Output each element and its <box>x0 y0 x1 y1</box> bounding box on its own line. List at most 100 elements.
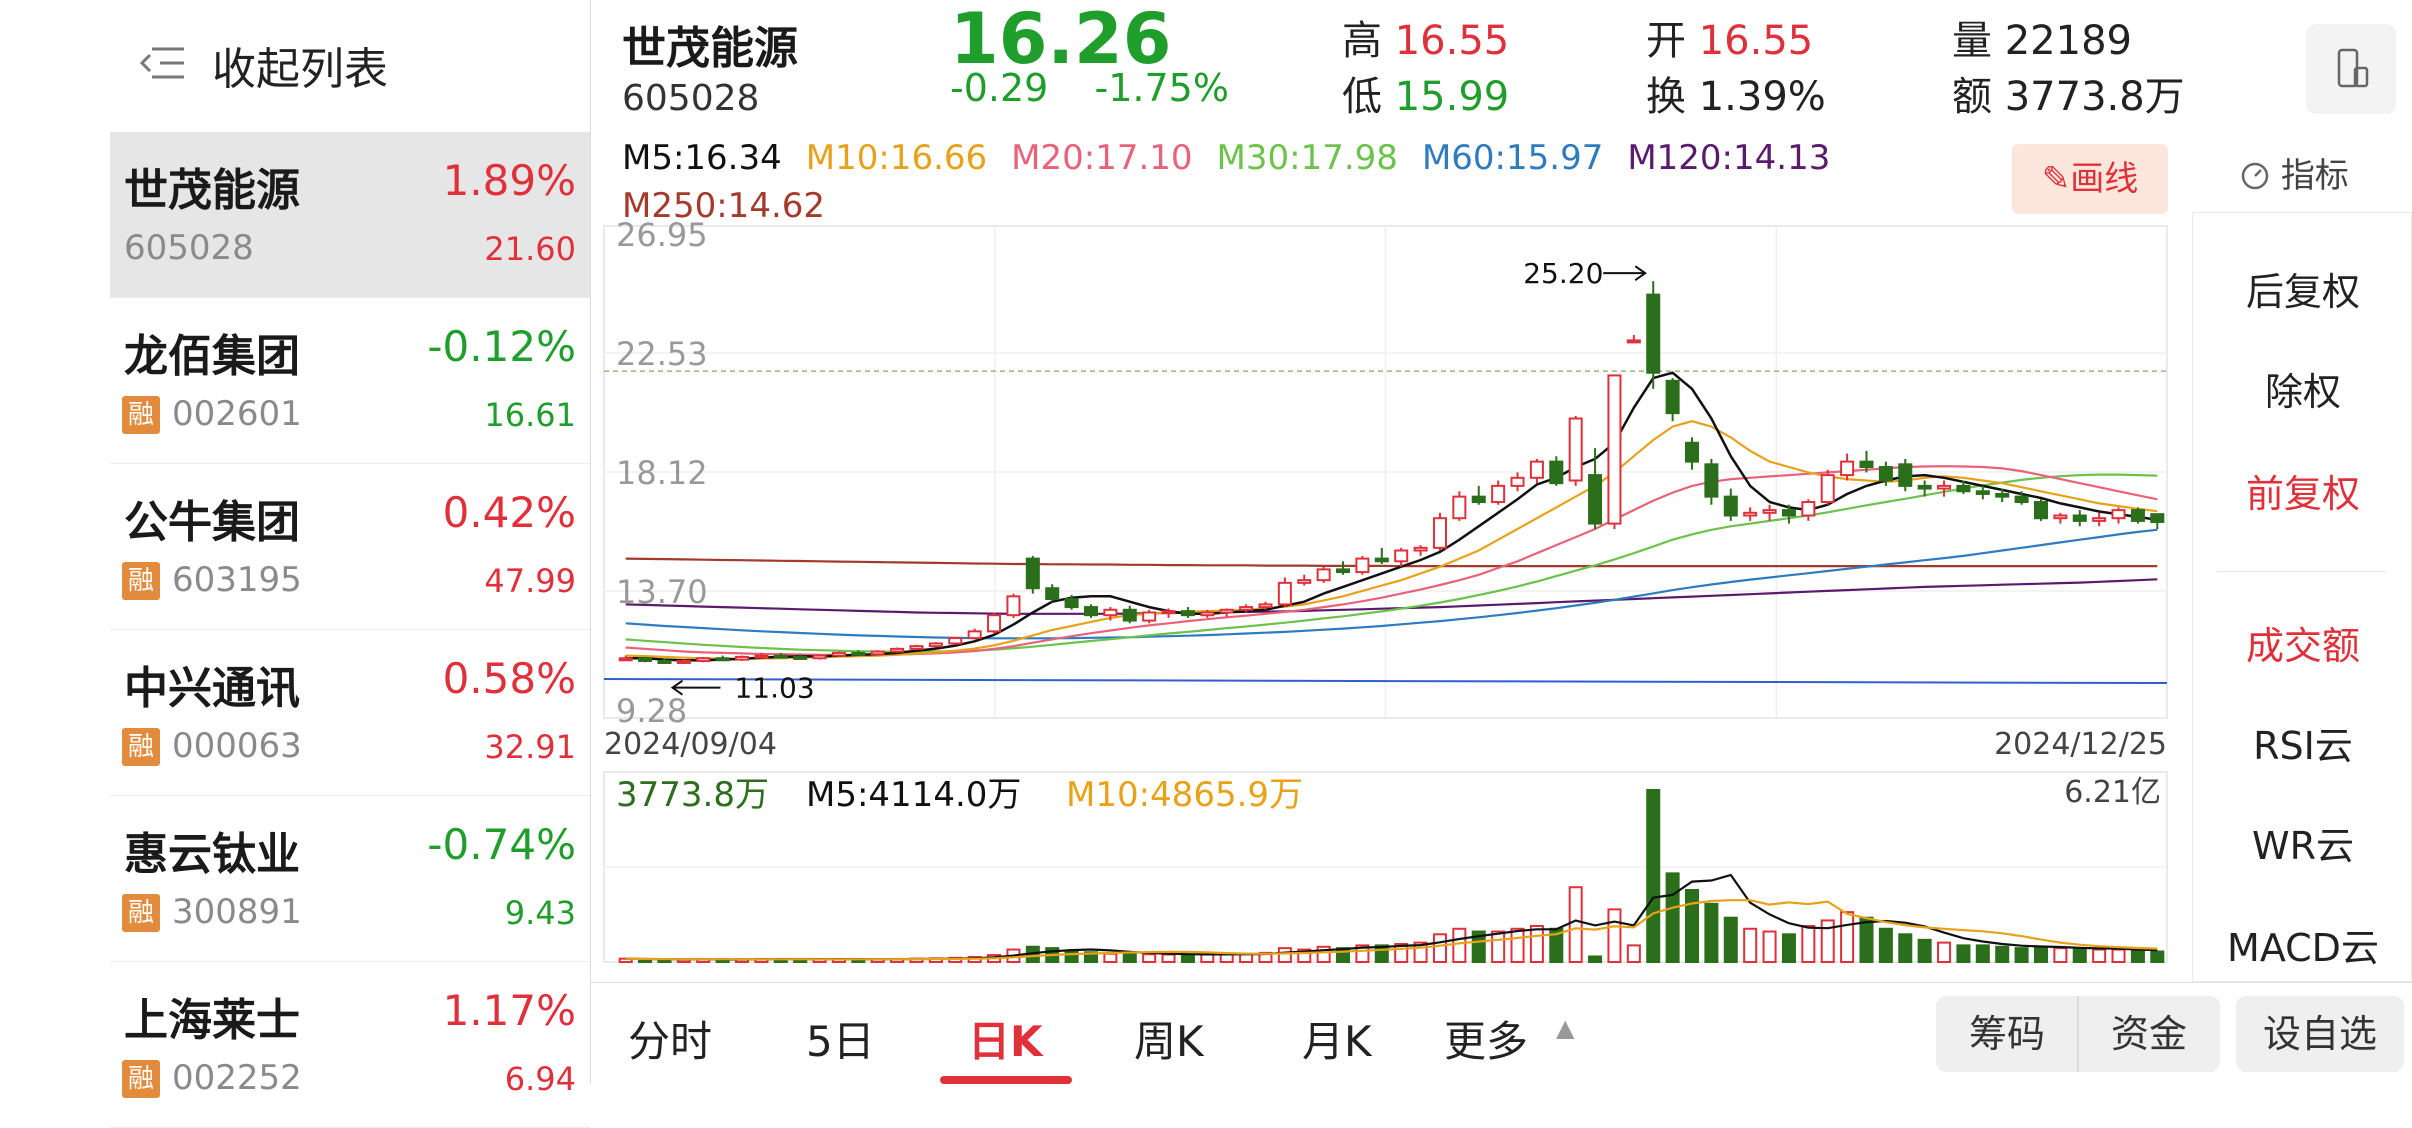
period-tab[interactable]: 日K <box>968 1017 1043 1066</box>
candle-up <box>1452 495 1467 520</box>
open-label: 开 <box>1646 18 1686 64</box>
candle-down <box>1684 441 1700 463</box>
chart-option[interactable]: WR云 <box>2252 824 2354 868</box>
funds-button[interactable]: 资金 <box>2077 996 2219 1072</box>
chart-option[interactable]: 后复权 <box>2245 270 2360 314</box>
price-axis-label: 26.95 <box>616 216 708 254</box>
stock-list-item[interactable]: 惠云钛业 -0.74% 融 300891 9.43 <box>110 796 590 962</box>
stock-item-name: 公牛集团 <box>124 497 300 548</box>
chart-option[interactable]: RSI云 <box>2253 724 2353 768</box>
candle-down <box>2072 514 2087 522</box>
stock-list-item[interactable]: 中兴通讯 0.58% 融 000063 32.91 <box>110 630 590 796</box>
volume-max-label: 6.21亿 <box>2064 775 2161 810</box>
chart-option[interactable]: 前复权 <box>2245 472 2360 516</box>
collapse-list-button[interactable]: 收起列表 <box>138 30 388 100</box>
stock-item-change: 1.17% <box>442 986 576 1035</box>
period-tabs <box>590 982 2412 1085</box>
turnover-quote: 换 1.39% <box>1646 64 1826 122</box>
margin-badge: 融 <box>122 894 160 932</box>
volume-bar <box>1975 944 1990 964</box>
volume-bar <box>2033 945 2048 963</box>
candle-up <box>948 637 963 645</box>
candle-down <box>1995 492 2010 498</box>
stock-list-item[interactable]: 世茂能源 1.89% 605028 21.60 <box>110 132 590 298</box>
volume-bar <box>1626 944 1641 964</box>
price-axis-label: 13.70 <box>616 573 708 611</box>
price-change: -0.29 -1.75% <box>950 66 1229 110</box>
stock-item-change: -0.74% <box>427 820 576 869</box>
device-switch-button[interactable] <box>2306 24 2396 114</box>
stock-item-name: 惠云钛业 <box>124 829 300 880</box>
stock-list-item[interactable]: 龙佰集团 -0.12% 融 002601 16.61 <box>110 298 590 464</box>
candle-down <box>2033 501 2048 520</box>
period-tab[interactable]: 5日 <box>806 1017 875 1066</box>
stock-list-item[interactable]: 公牛集团 0.42% 融 603195 47.99 <box>110 464 590 630</box>
stock-list-item[interactable]: 上海莱士 1.17% 融 002252 6.94 <box>110 962 590 1128</box>
date-end-label: 2024/12/25 <box>1994 727 2167 762</box>
adjust-options-panel: 后复权除权前复权成交额 RSI云 WR云 MACD云 <box>2192 212 2412 982</box>
volume-bar <box>1142 953 1157 963</box>
volume-bar <box>1607 908 1622 963</box>
stock-list: 世茂能源 1.89% 605028 21.60 龙佰集团 -0.12% 融 002601 16.… <box>110 132 590 1128</box>
stock-item-name: 世茂能源 <box>124 165 300 216</box>
chart-option[interactable]: MACD云 <box>2227 926 2379 970</box>
volume-bar <box>1917 938 1932 963</box>
margin-badge: 融 <box>122 728 160 766</box>
active-tab-indicator <box>940 1076 1072 1084</box>
add-watchlist-button[interactable]: 设自选 <box>2236 996 2404 1072</box>
period-tab[interactable]: 分时 <box>628 1017 713 1066</box>
candle-up <box>1200 611 1215 617</box>
chips-button[interactable]: 筹码 <box>1968 1012 2045 1056</box>
indicator-button[interactable]: 指标 <box>2240 148 2349 197</box>
stock-item-change: 0.42% <box>442 488 576 537</box>
candle-up <box>676 659 691 664</box>
candle-up <box>618 657 633 662</box>
period-tab[interactable]: 月K <box>1302 1017 1372 1066</box>
price-axis-label: 22.53 <box>616 335 708 373</box>
candles <box>618 281 2165 664</box>
draw-line-button[interactable]: ✎画线 <box>2012 144 2168 214</box>
volume-bar <box>618 957 633 964</box>
pane-divider <box>590 0 591 1084</box>
chart-option[interactable]: 成交额 <box>2245 624 2360 668</box>
candle-up <box>735 655 750 661</box>
candle-up <box>1219 608 1234 614</box>
period-tab[interactable]: 周K <box>1134 1017 1204 1066</box>
volume-bar <box>1588 955 1603 964</box>
volume-bar <box>2014 947 2029 963</box>
candle-down <box>1917 484 1932 490</box>
ma-line-m60 <box>625 528 2158 640</box>
turnover-label: 换 <box>1646 74 1686 120</box>
candle-down <box>1975 490 1990 495</box>
ma120-value: M120:14.13 <box>1627 138 1831 178</box>
volume-m10-label: M10:4865.9万 <box>1066 775 1303 815</box>
candle-down <box>657 659 672 664</box>
candle-down <box>1025 557 1040 590</box>
candle-down <box>1374 557 1389 563</box>
open-value: 16.55 <box>1698 18 1814 64</box>
volume-bar <box>1103 952 1118 963</box>
volume-bar <box>1859 916 1874 964</box>
chart-option[interactable]: 除权 <box>2264 370 2341 414</box>
volume-amount-label: 3773.8万 <box>616 775 769 815</box>
turnover-value: 1.39% <box>1698 74 1826 120</box>
period-tab[interactable]: 更多 <box>1444 1017 1529 1066</box>
volume-bar <box>1801 924 1816 963</box>
candle-down <box>1665 379 1680 415</box>
volume-bar <box>1878 927 1893 964</box>
volume-bar <box>1762 930 1777 964</box>
price-axis-label: 9.28 <box>616 692 687 730</box>
candle-down <box>773 654 788 659</box>
candle-down <box>1898 463 1913 487</box>
volume-ma-line <box>625 899 2158 961</box>
candle-up <box>1937 484 1952 490</box>
volume-bar <box>1277 947 1292 963</box>
candle-down <box>793 655 808 660</box>
stock-item-price: 47.99 <box>484 562 576 600</box>
volume-bar <box>1840 911 1855 963</box>
volume-bar <box>1355 944 1370 964</box>
candle-up <box>1277 581 1292 606</box>
candle-up <box>1820 474 1835 504</box>
high-quote: 高 16.55 <box>1342 8 1509 66</box>
